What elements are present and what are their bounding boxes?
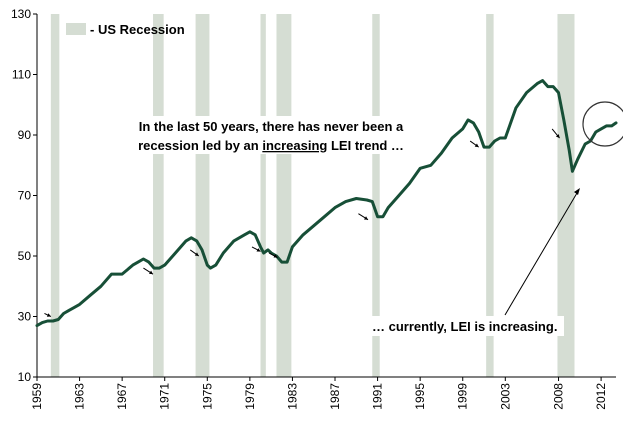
currently-arrow-head — [574, 188, 580, 195]
small-arrow-head — [555, 134, 560, 139]
small-arrow-head — [46, 313, 51, 317]
y-tick-label: 70 — [18, 189, 32, 203]
x-tick-label: 1979 — [243, 383, 257, 410]
small-arrow-head — [273, 254, 278, 258]
lei-series-line — [35, 79, 618, 328]
recession-band — [486, 14, 494, 377]
small-arrow-head — [149, 270, 154, 275]
annotation-block: In the last 50 years, there has never be… — [126, 116, 416, 154]
y-tick-label: 30 — [18, 310, 32, 324]
x-axis-ticks: 1959 1963 1967 1971 1975 1979 1983 1987 1991 1995… — [30, 377, 608, 410]
small-arrow-head — [194, 252, 199, 256]
recession-band — [276, 14, 292, 377]
x-tick-label: 1991 — [371, 383, 385, 410]
annotation-underlined-word: increasing — [262, 138, 327, 153]
y-tick-label: 90 — [18, 128, 32, 142]
x-tick-label: 1959 — [30, 383, 44, 410]
x-tick-label: 1995 — [413, 383, 427, 410]
x-tick-label: 2003 — [498, 383, 512, 410]
currently-arrow-line — [504, 192, 578, 316]
legend: - US Recession — [66, 22, 185, 37]
x-tick-label: 2008 — [552, 383, 566, 410]
x-tick-label: 1983 — [285, 383, 299, 410]
x-tick-label: 2012 — [594, 383, 608, 410]
arrows-group — [44, 128, 560, 317]
x-tick-label: 1999 — [456, 383, 470, 410]
series-group — [35, 79, 618, 328]
recession-band — [372, 14, 380, 377]
small-arrow-head — [364, 216, 369, 220]
annotation-line-1: In the last 50 years, there has never be… — [139, 119, 404, 134]
x-tick-label: 1971 — [158, 383, 172, 410]
x-tick-label: 1975 — [200, 383, 214, 410]
y-tick-label: 10 — [18, 370, 32, 384]
annotation-line-2-end: LEI trend … — [327, 138, 404, 153]
legend-swatch — [66, 23, 86, 35]
currently-text: … currently, LEI is increasing. — [372, 319, 557, 334]
recession-band — [50, 14, 60, 377]
currently-annotation: … currently, LEI is increasing. — [368, 188, 580, 336]
annotation-line-2-start: recession led by an — [138, 138, 262, 153]
currently-background — [368, 316, 564, 336]
small-arrow-head — [474, 143, 479, 148]
x-tick-label: 1963 — [73, 383, 87, 410]
recession-band — [153, 14, 164, 377]
recession-band — [260, 14, 266, 377]
annotation-line-2: recession led by an increasing LEI trend… — [138, 138, 404, 153]
legend-label: - US Recession — [90, 22, 185, 37]
y-tick-label: 110 — [12, 68, 31, 82]
highlight-circle — [582, 101, 623, 147]
y-axis-ticks: 10 30 50 70 90 110 130 — [11, 7, 37, 384]
x-tick-label: 1967 — [115, 383, 129, 410]
small-arrow-head — [256, 248, 261, 252]
x-tick-label: 1987 — [328, 383, 342, 410]
y-tick-label: 50 — [18, 249, 32, 263]
annotation-background — [126, 116, 416, 154]
y-tick-label: 130 — [11, 7, 31, 21]
recession-band — [195, 14, 210, 377]
